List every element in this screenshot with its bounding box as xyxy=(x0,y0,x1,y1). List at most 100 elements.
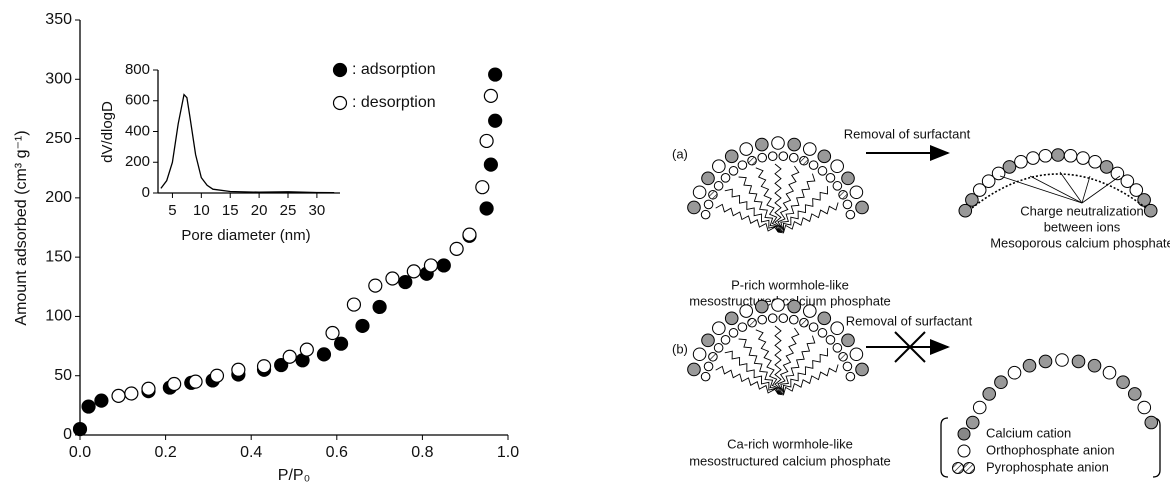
point xyxy=(94,393,109,408)
decoration xyxy=(692,347,707,362)
caption: Mesoporous calcium phosphate xyxy=(990,235,1170,250)
decoration xyxy=(788,152,799,163)
decoration xyxy=(1014,154,1028,169)
decoration xyxy=(849,347,864,362)
point xyxy=(368,278,383,293)
decoration xyxy=(830,159,844,174)
point xyxy=(72,421,88,437)
point xyxy=(256,359,272,374)
inset-y-label: dV/dlogD xyxy=(99,101,116,163)
decoration xyxy=(737,160,748,170)
decoration xyxy=(715,365,779,395)
x-tick-label: 20 xyxy=(251,202,268,219)
point xyxy=(124,386,139,401)
point xyxy=(274,357,289,373)
y-tick-label: 800 xyxy=(125,61,150,78)
point xyxy=(406,264,421,279)
legend-swatch xyxy=(963,462,975,474)
point xyxy=(111,388,126,403)
y-tick-label: 600 xyxy=(125,92,150,109)
decoration xyxy=(687,200,701,215)
point xyxy=(385,271,400,286)
decoration xyxy=(724,188,779,233)
point xyxy=(299,342,314,357)
decoration xyxy=(1120,174,1135,188)
y-tick-label: 50 xyxy=(54,367,72,384)
point xyxy=(398,274,413,290)
decoration xyxy=(841,333,855,348)
arrow-label: Removal of surfactant xyxy=(844,126,971,141)
legend-swatch xyxy=(957,427,971,441)
y-tick-label: 350 xyxy=(45,11,72,28)
decoration xyxy=(757,314,768,325)
decoration xyxy=(965,415,980,430)
decoration xyxy=(713,181,724,191)
decoration xyxy=(700,371,711,382)
point xyxy=(346,297,362,312)
decoration xyxy=(777,186,828,233)
decoration xyxy=(1051,148,1065,162)
decoration xyxy=(739,304,754,318)
decoration xyxy=(817,328,828,338)
decoration xyxy=(728,328,739,338)
y-tick-label: 250 xyxy=(45,130,72,147)
point xyxy=(355,318,370,334)
decoration xyxy=(825,173,836,183)
decoration xyxy=(1110,166,1125,181)
decoration xyxy=(738,176,779,233)
decoration xyxy=(808,322,819,332)
point xyxy=(479,133,494,149)
legend-swatch xyxy=(952,462,964,474)
decoration xyxy=(687,362,701,377)
decoration xyxy=(972,183,987,197)
x-tick-label: 30 xyxy=(309,202,326,219)
point xyxy=(488,67,503,82)
panel-label: (a) xyxy=(672,146,688,161)
x-tick-label: 5 xyxy=(168,202,176,219)
decoration xyxy=(838,351,848,362)
decoration xyxy=(1137,193,1151,207)
decoration xyxy=(994,375,1008,390)
decoration xyxy=(777,348,828,395)
decoration xyxy=(774,163,782,233)
decoration xyxy=(1081,175,1091,204)
decoration xyxy=(767,313,778,323)
decoration xyxy=(802,304,817,318)
decoration xyxy=(708,351,718,362)
decoration xyxy=(1129,183,1144,197)
point xyxy=(483,157,498,172)
decoration xyxy=(700,209,711,220)
legend-label: : desorption xyxy=(352,94,436,111)
decoration xyxy=(981,174,996,188)
decoration xyxy=(747,155,757,166)
decoration xyxy=(842,361,853,372)
decoration xyxy=(838,189,848,200)
decoration xyxy=(724,149,739,164)
point xyxy=(209,368,225,383)
decoration xyxy=(1002,160,1017,174)
y-tick-label: 0 xyxy=(142,184,150,201)
decoration xyxy=(777,335,816,395)
cross xyxy=(894,331,926,363)
point xyxy=(325,325,340,341)
decoration xyxy=(832,181,843,191)
line xyxy=(160,93,335,194)
decoration xyxy=(728,166,739,176)
point xyxy=(483,88,498,103)
x-tick-label: 0.6 xyxy=(326,444,348,461)
legend-swatch xyxy=(957,444,971,458)
arrow-label: Removal of surfactant xyxy=(846,313,973,328)
x-tick-label: 0.4 xyxy=(240,444,262,461)
point xyxy=(282,349,297,364)
decoration xyxy=(1116,375,1130,390)
decoration xyxy=(1022,358,1037,373)
decoration xyxy=(777,165,800,233)
decoration xyxy=(1076,151,1090,165)
x-tick-label: 10 xyxy=(193,202,210,219)
decoration xyxy=(842,199,853,210)
point xyxy=(488,113,503,128)
decoration xyxy=(1099,160,1114,174)
decoration xyxy=(1038,148,1053,163)
y-tick-label: 300 xyxy=(45,71,72,88)
